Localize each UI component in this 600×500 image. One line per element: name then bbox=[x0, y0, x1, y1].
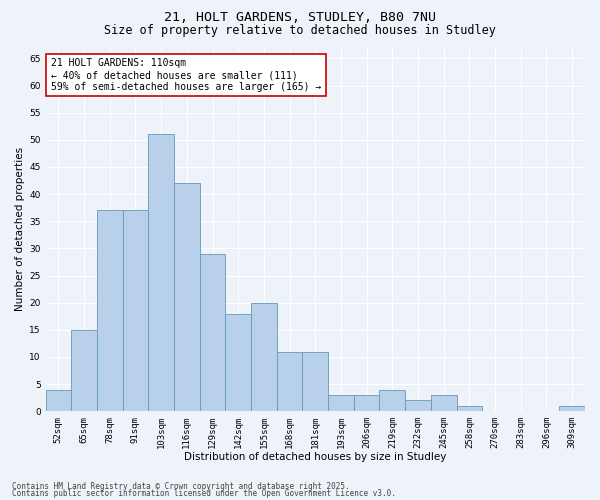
Bar bbox=[302, 352, 328, 411]
Text: Contains HM Land Registry data © Crown copyright and database right 2025.: Contains HM Land Registry data © Crown c… bbox=[12, 482, 350, 491]
Bar bbox=[431, 395, 457, 411]
Bar bbox=[46, 390, 71, 411]
Text: 21 HOLT GARDENS: 110sqm
← 40% of detached houses are smaller (111)
59% of semi-d: 21 HOLT GARDENS: 110sqm ← 40% of detache… bbox=[51, 58, 321, 92]
Bar bbox=[379, 390, 405, 411]
Y-axis label: Number of detached properties: Number of detached properties bbox=[15, 148, 25, 312]
Bar bbox=[457, 406, 482, 411]
Bar bbox=[200, 254, 226, 411]
Bar bbox=[122, 210, 148, 411]
Bar bbox=[277, 352, 302, 411]
Bar bbox=[174, 183, 200, 411]
Text: Size of property relative to detached houses in Studley: Size of property relative to detached ho… bbox=[104, 24, 496, 37]
Bar bbox=[354, 395, 379, 411]
Bar bbox=[405, 400, 431, 411]
Bar bbox=[559, 406, 585, 411]
Bar bbox=[226, 314, 251, 411]
Text: Contains public sector information licensed under the Open Government Licence v3: Contains public sector information licen… bbox=[12, 489, 396, 498]
Bar bbox=[251, 302, 277, 411]
Bar bbox=[148, 134, 174, 411]
Bar bbox=[71, 330, 97, 411]
Text: 21, HOLT GARDENS, STUDLEY, B80 7NU: 21, HOLT GARDENS, STUDLEY, B80 7NU bbox=[164, 11, 436, 24]
X-axis label: Distribution of detached houses by size in Studley: Distribution of detached houses by size … bbox=[184, 452, 446, 462]
Bar bbox=[97, 210, 122, 411]
Bar bbox=[328, 395, 354, 411]
